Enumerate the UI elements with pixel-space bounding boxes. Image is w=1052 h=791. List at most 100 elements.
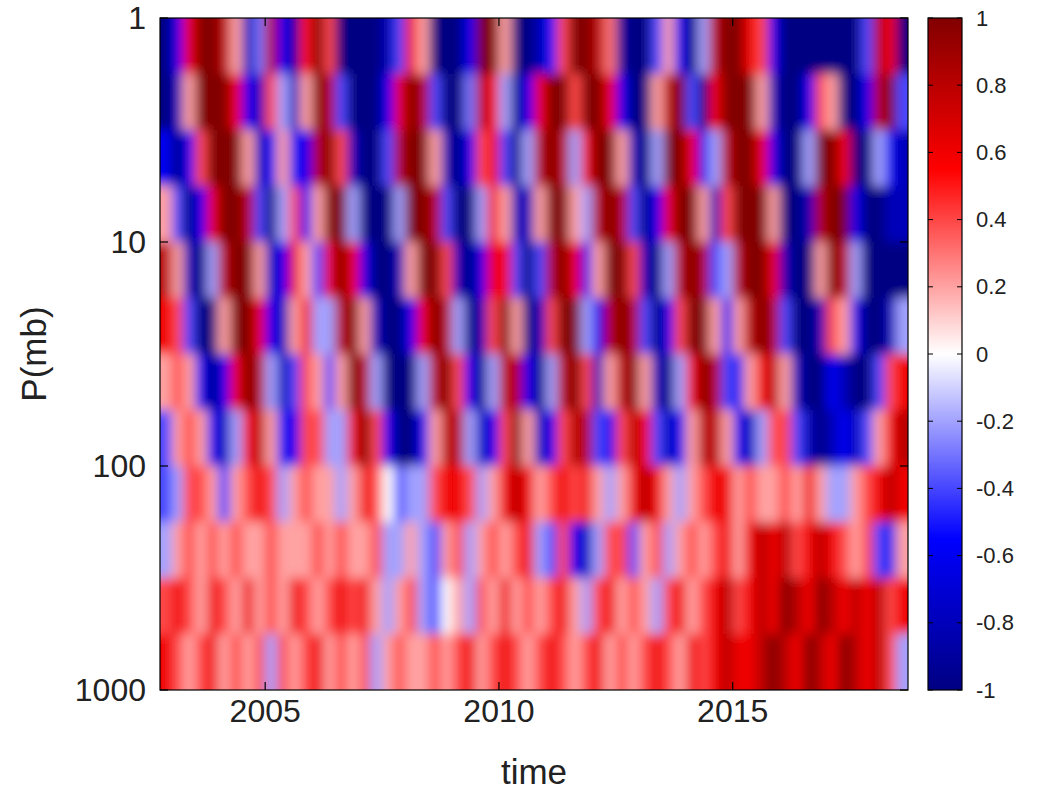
cell xyxy=(534,522,546,579)
cell xyxy=(289,466,301,522)
cell xyxy=(592,242,604,298)
cell xyxy=(265,354,277,411)
cell xyxy=(207,634,219,690)
cell xyxy=(476,298,488,355)
cell xyxy=(639,74,651,131)
cell xyxy=(674,634,686,690)
cell xyxy=(452,466,464,522)
cell xyxy=(195,242,207,298)
cell xyxy=(557,578,569,635)
cell xyxy=(183,130,195,187)
cell xyxy=(254,74,266,131)
cell xyxy=(242,242,254,298)
cell xyxy=(896,410,908,466)
cell xyxy=(733,130,745,187)
cell xyxy=(803,130,815,187)
cell xyxy=(347,18,359,74)
cell xyxy=(721,298,733,355)
cell xyxy=(861,354,873,411)
cell xyxy=(452,186,464,242)
cell xyxy=(160,74,172,131)
cell xyxy=(511,298,523,355)
y-tick xyxy=(900,241,908,242)
cell xyxy=(382,18,394,74)
cell xyxy=(254,634,266,690)
cell xyxy=(183,354,195,411)
cell xyxy=(441,186,453,242)
cell xyxy=(698,522,710,579)
cell xyxy=(335,410,347,466)
cell xyxy=(838,130,850,187)
cell xyxy=(487,410,499,466)
cell xyxy=(581,578,593,635)
cell xyxy=(756,130,768,187)
colorbar-tick-label: -0.4 xyxy=(976,476,1014,501)
cell xyxy=(733,18,745,74)
cell xyxy=(639,634,651,690)
cell xyxy=(791,298,803,355)
cell xyxy=(289,130,301,187)
cell xyxy=(335,578,347,635)
cell xyxy=(417,410,429,466)
cell xyxy=(254,18,266,74)
cell xyxy=(791,242,803,298)
cell xyxy=(394,522,406,579)
cell xyxy=(370,578,382,635)
cell xyxy=(370,634,382,690)
cell xyxy=(569,186,581,242)
cell xyxy=(300,186,312,242)
colorbar-tick xyxy=(957,555,962,556)
cell xyxy=(628,634,640,690)
cell xyxy=(698,186,710,242)
cell xyxy=(429,130,441,187)
cell xyxy=(441,18,453,74)
cell xyxy=(382,466,394,522)
cell xyxy=(476,522,488,579)
y-tick-label: 10 xyxy=(110,224,146,260)
cell xyxy=(674,186,686,242)
cell xyxy=(581,634,593,690)
cell xyxy=(359,298,371,355)
cell xyxy=(172,466,184,522)
cell xyxy=(838,298,850,355)
cell xyxy=(429,578,441,635)
cell xyxy=(300,466,312,522)
colorbar-tick xyxy=(928,219,933,220)
cell xyxy=(300,410,312,466)
colorbar-tick-label: 0.2 xyxy=(976,274,1007,299)
cell xyxy=(359,522,371,579)
cell xyxy=(546,186,558,242)
cell xyxy=(803,242,815,298)
cell xyxy=(160,130,172,187)
cell xyxy=(534,466,546,522)
cell xyxy=(861,634,873,690)
cell xyxy=(499,242,511,298)
cell xyxy=(417,74,429,131)
cell xyxy=(441,410,453,466)
cell xyxy=(195,634,207,690)
cell xyxy=(359,634,371,690)
cell xyxy=(499,410,511,466)
colorbar-tick-label: 0 xyxy=(976,342,988,367)
cell xyxy=(592,634,604,690)
cell xyxy=(312,74,324,131)
cell xyxy=(779,466,791,522)
cell xyxy=(791,522,803,579)
cell xyxy=(289,242,301,298)
cell xyxy=(160,354,172,411)
cell xyxy=(873,298,885,355)
cell xyxy=(756,18,768,74)
cell xyxy=(487,130,499,187)
cell xyxy=(850,74,862,131)
cell xyxy=(733,634,745,690)
cell xyxy=(663,130,675,187)
cell xyxy=(592,298,604,355)
cell xyxy=(172,298,184,355)
cell xyxy=(172,186,184,242)
cell xyxy=(464,466,476,522)
cell xyxy=(522,522,534,579)
cell xyxy=(651,242,663,298)
colorbar-tick xyxy=(928,85,933,86)
cell xyxy=(277,466,289,522)
cell xyxy=(487,186,499,242)
